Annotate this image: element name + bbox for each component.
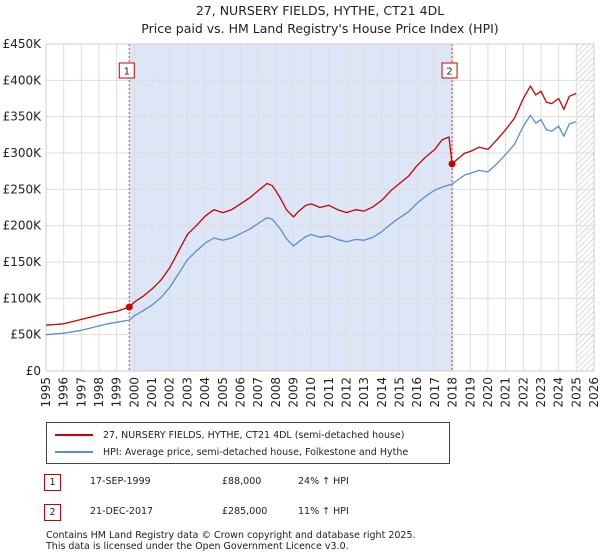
sale-label-number: 1 xyxy=(124,67,130,78)
legend-label-property: 27, NURSERY FIELDS, HYTHE, CT21 4DL (sem… xyxy=(103,429,405,441)
x-tick-label: 2022 xyxy=(516,377,530,408)
y-tick-label: £0 xyxy=(26,364,41,378)
y-tick-label: £250K xyxy=(3,182,43,196)
x-tick-label: 2012 xyxy=(340,377,354,408)
legend-item-hpi: HPI: Average price, semi-detached house,… xyxy=(55,444,408,460)
x-tick-label: 2026 xyxy=(587,377,600,408)
sale-hpi-diff: 11% ↑ HPI xyxy=(298,506,349,517)
forecast-hatch xyxy=(576,44,594,371)
legend-item-property: 27, NURSERY FIELDS, HYTHE, CT21 4DL (sem… xyxy=(55,427,404,443)
legend-swatch-hpi xyxy=(55,451,93,453)
hpi-series-line xyxy=(45,114,577,336)
y-tick-label: £300K xyxy=(3,146,43,160)
sale-hpi-diff: 24% ↑ HPI xyxy=(298,476,349,487)
x-tick-label: 2014 xyxy=(375,377,389,408)
x-tick-label: 2024 xyxy=(552,377,566,408)
y-tick-label: £200K xyxy=(3,219,43,233)
plot-frame xyxy=(45,43,595,372)
footer-attribution: Contains HM Land Registry data © Crown c… xyxy=(46,530,416,552)
footer-line-2: This data is licensed under the Open Gov… xyxy=(46,541,349,552)
y-tick-label: £50K xyxy=(10,328,42,342)
sale-date: 21-DEC-2017 xyxy=(90,506,154,517)
x-tick-label: 2006 xyxy=(233,377,247,408)
x-tick-label: 2010 xyxy=(304,377,318,408)
x-tick-label: 2015 xyxy=(393,377,407,408)
sale-point xyxy=(448,160,456,168)
x-tick-label: 2017 xyxy=(428,377,442,408)
sale-row-2: 2 21-DEC-2017 £285,000 11% ↑ HPI xyxy=(44,504,524,522)
y-tick-label: £400K xyxy=(3,73,43,87)
x-tick-label: 2001 xyxy=(145,377,159,408)
x-tick-label: 1999 xyxy=(110,377,124,408)
x-tick-label: 1995 xyxy=(39,377,53,408)
y-tick-label: £100K xyxy=(3,291,43,305)
sale-point xyxy=(125,303,133,311)
x-tick-label: 2007 xyxy=(251,377,265,408)
property-series-line xyxy=(45,85,577,326)
x-tick-label: 1997 xyxy=(74,377,88,408)
sale-date: 17-SEP-1999 xyxy=(90,476,151,487)
sale-price: £88,000 xyxy=(222,476,262,487)
x-tick-label: 2021 xyxy=(499,377,513,408)
x-tick-label: 2013 xyxy=(357,377,371,408)
x-tick-label: 2000 xyxy=(127,377,141,408)
chart-legend: 27, NURSERY FIELDS, HYTHE, CT21 4DL (sem… xyxy=(46,422,450,464)
x-tick-label: 2004 xyxy=(198,377,212,408)
y-tick-label: £450K xyxy=(3,37,43,51)
chart-title: 27, NURSERY FIELDS, HYTHE, CT21 4DL xyxy=(196,3,444,18)
x-tick-label: 2019 xyxy=(463,377,477,408)
x-tick-label: 2005 xyxy=(216,377,230,408)
sale-badge: 2 xyxy=(44,504,61,521)
y-tick-label: £150K xyxy=(3,255,43,269)
sale-label-box xyxy=(118,62,135,79)
legend-swatch-property xyxy=(55,434,93,436)
x-tick-label: 2025 xyxy=(569,377,583,408)
y-tick-label: £350K xyxy=(3,110,43,124)
price-chart: 27, NURSERY FIELDS, HYTHE, CT21 4DL Pric… xyxy=(3,3,600,408)
ownership-shade xyxy=(129,44,453,371)
x-tick-label: 2020 xyxy=(481,377,495,408)
x-tick-label: 2018 xyxy=(446,377,460,408)
x-tick-label: 1998 xyxy=(92,377,106,408)
x-tick-label: 2003 xyxy=(180,377,194,408)
sale-price: £285,000 xyxy=(222,506,268,517)
x-tick-label: 1996 xyxy=(57,377,71,408)
x-tick-label: 2009 xyxy=(286,377,300,408)
x-tick-label: 2016 xyxy=(410,377,424,408)
x-tick-label: 2011 xyxy=(322,377,336,408)
footer-line-1: Contains HM Land Registry data © Crown c… xyxy=(46,530,416,541)
x-tick-label: 2023 xyxy=(534,377,548,408)
sale-row-1: 1 17-SEP-1999 £88,000 24% ↑ HPI xyxy=(44,474,524,492)
sale-badge: 1 xyxy=(44,474,61,491)
x-tick-label: 2008 xyxy=(269,377,283,408)
legend-label-hpi: HPI: Average price, semi-detached house,… xyxy=(103,446,409,458)
x-tick-label: 2002 xyxy=(163,377,177,408)
sale-label-box xyxy=(441,62,458,79)
chart-subtitle: Price paid vs. HM Land Registry's House … xyxy=(141,21,498,36)
sale-label-number: 2 xyxy=(446,67,452,78)
